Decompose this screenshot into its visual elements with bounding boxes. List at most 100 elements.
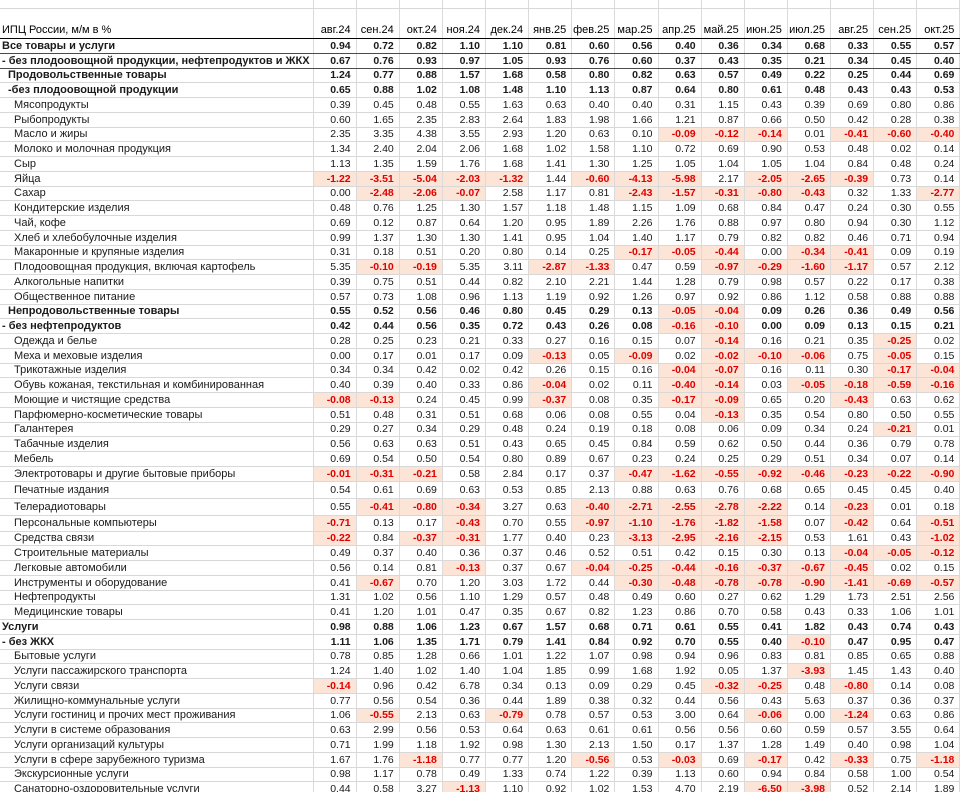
cell-value: -2.48 — [356, 186, 400, 202]
table-body: Все товары и услуги 0.94 0.72 0.82 1.10 1.10 0… — [0, 38, 960, 792]
cell-value: 0.81 — [399, 560, 443, 576]
cell-value: 1.53 — [614, 781, 659, 792]
cell-value: 0.25 — [356, 333, 400, 349]
row-label: Меха и меховые изделия — [0, 348, 314, 364]
cell-value: 0.78 — [528, 708, 573, 724]
cell-value: -0.14 — [313, 678, 357, 694]
row-label: Персональные компьютеры — [0, 515, 314, 532]
cell-value: 1.72 — [528, 575, 573, 591]
cell-value: 1.37 — [744, 663, 788, 679]
cell-value: 0.71 — [313, 737, 357, 753]
top-strip — [0, 0, 960, 9]
cell-value: 1.23 — [614, 604, 659, 620]
table-row: Алкогольные напитки 0.39 0.75 0.51 0.44 0.82 2… — [0, 274, 960, 290]
cell-value: 1.07 — [571, 649, 616, 665]
cell-value: 0.56 — [399, 318, 443, 334]
cell-value: 0.43 — [744, 693, 788, 709]
cell-value: 0.10 — [614, 127, 659, 143]
cell-value: -0.79 — [485, 708, 530, 724]
cell-value: 0.99 — [313, 230, 357, 246]
cell-value: 0.34 — [787, 422, 832, 438]
cell-value: 0.45 — [658, 678, 702, 694]
cell-value: -0.13 — [442, 560, 487, 576]
cell-value: 0.51 — [399, 274, 443, 290]
cell-value: 0.46 — [830, 230, 875, 246]
cell-value: 0.65 — [744, 392, 788, 408]
cell-value: 1.04 — [916, 737, 960, 753]
cell-value: 0.61 — [356, 481, 400, 499]
row-label: Мясопродукты — [0, 97, 314, 113]
cell-value: 0.04 — [658, 407, 702, 423]
cell-value: 5.63 — [787, 693, 832, 709]
cell-value: -0.30 — [614, 575, 659, 591]
cell-value: -0.09 — [658, 127, 702, 143]
cell-value: -1.18 — [399, 752, 443, 768]
cell-value: 1.25 — [399, 200, 443, 216]
cell-value: 1.28 — [658, 274, 702, 290]
cell-value: 0.62 — [916, 392, 960, 408]
cell-value: 0.19 — [571, 422, 616, 438]
cell-value: 0.17 — [873, 274, 918, 290]
cell-value: 0.09 — [485, 348, 530, 364]
cell-value: 0.31 — [313, 245, 357, 261]
cell-value: 0.54 — [787, 407, 832, 423]
cell-value: 0.60 — [614, 53, 659, 69]
cell-value: 0.79 — [701, 230, 745, 246]
cell-value: 1.31 — [313, 590, 357, 606]
cell-value: 1.15 — [614, 200, 659, 216]
table-row: Электротовары и другие бытовые приборы -0… — [0, 466, 960, 482]
cell-value: -0.32 — [701, 678, 745, 694]
grid-cell-empty — [787, 0, 832, 9]
cell-value: -0.80 — [830, 678, 875, 694]
cell-value: 1.06 — [356, 634, 400, 650]
cell-value: 0.26 — [787, 304, 832, 320]
cell-value: 2.04 — [399, 141, 443, 157]
cell-value: 0.13 — [528, 678, 573, 694]
table-row: Мясопродукты 0.39 0.45 0.48 0.55 1.63 0.63 0.40… — [0, 97, 960, 113]
cell-value: 0.28 — [313, 333, 357, 349]
cell-value: 0.24 — [830, 422, 875, 438]
cell-value: 0.21 — [442, 333, 487, 349]
cell-value: -3.13 — [614, 531, 659, 547]
cell-value: 1.24 — [313, 68, 357, 84]
cell-value: 0.33 — [442, 377, 487, 393]
cell-value: 0.34 — [356, 363, 400, 379]
row-label: Все товары и услуги — [0, 38, 314, 54]
cell-value: 1.22 — [528, 649, 573, 665]
cell-value: 0.43 — [873, 531, 918, 547]
row-label: Чай, кофе — [0, 215, 314, 231]
cell-value: 1.82 — [787, 619, 832, 635]
cell-value: 1.20 — [442, 575, 487, 591]
cell-value: 0.24 — [399, 392, 443, 408]
cell-value: -2.65 — [787, 171, 832, 187]
cell-value: -0.01 — [313, 466, 357, 482]
cell-value: 0.43 — [701, 53, 745, 69]
cell-value: 0.31 — [399, 407, 443, 423]
grid-cell-empty — [916, 0, 960, 9]
cell-value: 0.36 — [701, 38, 745, 54]
cell-value: -2.55 — [658, 498, 702, 516]
cell-value: 0.69 — [830, 97, 875, 113]
cell-value: 0.52 — [356, 304, 400, 320]
cell-value: 1.13 — [571, 82, 616, 98]
cell-value: 1.40 — [614, 230, 659, 246]
cell-value: 0.63 — [399, 436, 443, 452]
cell-value: 0.86 — [916, 708, 960, 724]
cell-value: -0.10 — [787, 634, 832, 650]
cell-value: -0.09 — [614, 348, 659, 364]
cell-value: 2.84 — [485, 466, 530, 482]
cell-value: 1.41 — [485, 230, 530, 246]
cell-value: 0.42 — [399, 678, 443, 694]
cell-value: 2.51 — [873, 590, 918, 606]
cell-value: 1.50 — [614, 737, 659, 753]
cell-value: 0.42 — [485, 363, 530, 379]
cell-value: 0.84 — [614, 436, 659, 452]
cell-value: 0.57 — [916, 38, 960, 54]
cell-value: 0.47 — [787, 200, 832, 216]
cell-value: 1.30 — [528, 737, 573, 753]
cell-value: 1.35 — [399, 634, 443, 650]
cell-value: 0.69 — [916, 68, 960, 84]
cell-value: 0.01 — [916, 422, 960, 438]
cell-value: 0.44 — [313, 781, 357, 792]
cell-value: 0.51 — [442, 407, 487, 423]
